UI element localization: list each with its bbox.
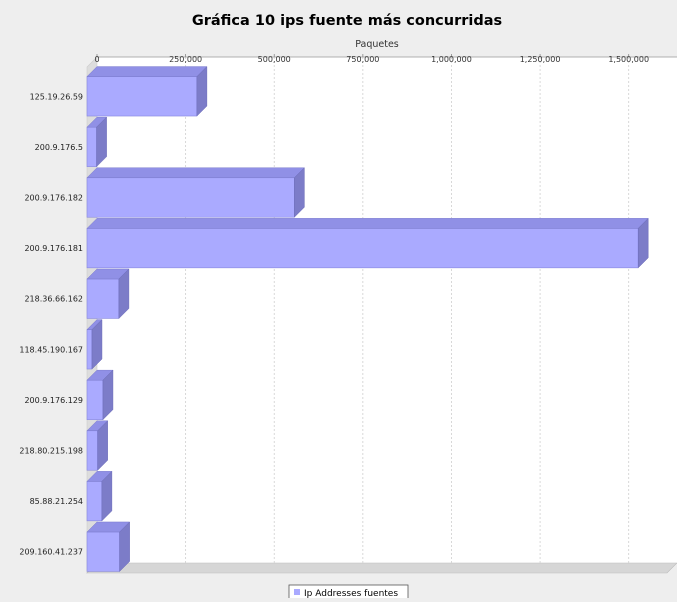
category-label: 118.45.190.167 [19, 345, 83, 354]
x-axis-label: Paquetes [355, 39, 399, 50]
x-tick-label: 1,250,000 [520, 55, 561, 64]
x-tick-label: 1,500,000 [608, 55, 649, 64]
bar [86, 379, 104, 420]
bar-side-face [101, 470, 113, 522]
x-tick-label: 250,000 [169, 55, 202, 64]
bar-top-face [86, 66, 208, 77]
bar [86, 329, 93, 370]
bar-side-face [91, 318, 103, 370]
category-label: 200.9.176.5 [35, 143, 83, 152]
plot-back-wall [97, 57, 677, 563]
bar-side-face [294, 167, 305, 218]
bar [86, 228, 639, 269]
category-label: 200.9.176.182 [24, 194, 83, 203]
bar [86, 177, 295, 218]
category-label: 125.19.26.59 [30, 92, 83, 101]
bar-side-face [118, 268, 130, 320]
plot-area: 0 250,000 500,000 750,000 1,000,000 1,250,000… [19, 54, 677, 574]
category-label: 200.9.176.181 [24, 244, 83, 253]
bar [86, 531, 120, 572]
bar-top-face [86, 167, 305, 179]
bar [86, 481, 103, 522]
bar-side-face [119, 521, 130, 573]
legend-label: Ip Addresses fuentes [304, 589, 398, 598]
bar-side-face [97, 420, 108, 471]
x-tick-label: 0 [94, 55, 99, 64]
bar-side-face [96, 116, 107, 168]
bar [86, 76, 198, 117]
x-tick-label: 500,000 [258, 55, 291, 64]
plot-floor [86, 562, 677, 574]
bar [86, 126, 97, 167]
chart-title: Gráfica 10 ips fuente más concurridas [192, 13, 502, 29]
bar-side-face [196, 65, 208, 117]
bar [86, 430, 98, 471]
legend: Ip Addresses fuentes [288, 584, 409, 600]
category-label: 218.36.66.162 [24, 295, 83, 304]
x-tick-label: 750,000 [346, 55, 379, 64]
bar-side-face [637, 217, 649, 269]
legend-swatch [294, 589, 300, 595]
category-label: 200.9.176.129 [24, 396, 83, 405]
category-label: 218.80.215.198 [19, 447, 83, 456]
category-label: 209.160.41.237 [19, 548, 83, 557]
x-tick-label: 1,000,000 [431, 55, 472, 64]
bar-side-face [102, 369, 114, 421]
bar-top-face [86, 218, 649, 229]
category-label: 85.88.21.254 [30, 497, 83, 506]
bar [86, 278, 120, 319]
